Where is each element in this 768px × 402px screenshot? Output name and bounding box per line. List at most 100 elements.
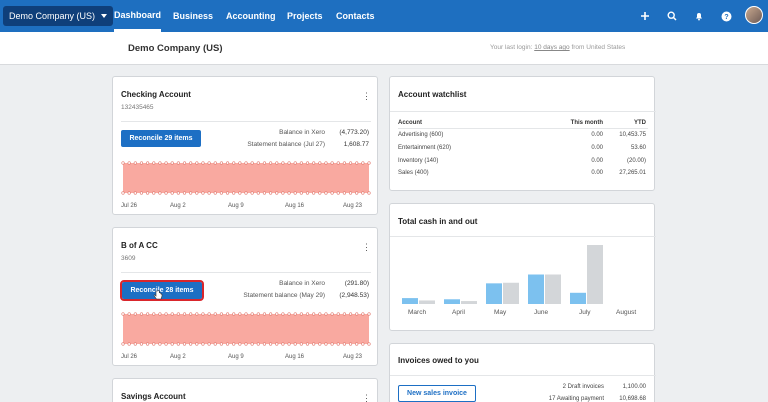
- more-options-icon[interactable]: ⋮: [362, 242, 371, 252]
- divider: [390, 111, 656, 112]
- search-icon[interactable]: [665, 9, 679, 23]
- chart-point: [158, 342, 162, 346]
- cash-out-bar[interactable]: [503, 282, 519, 304]
- help-icon[interactable]: ?: [719, 9, 733, 23]
- account-name[interactable]: Entertainment (620): [398, 145, 452, 151]
- card-title: Invoices owed to you: [398, 356, 479, 365]
- cash-in-bar[interactable]: [444, 299, 460, 304]
- chart-point: [250, 161, 254, 165]
- date-label: Aug 16: [285, 203, 305, 209]
- chart-point: [176, 161, 180, 165]
- chart-point: [225, 312, 230, 316]
- account-watchlist-card: Account watchlist Account This month YTD…: [389, 76, 656, 191]
- cash-in-bar[interactable]: [486, 283, 502, 304]
- reconcile-button[interactable]: Reconcile 29 items: [121, 130, 201, 147]
- cash-out-bar[interactable]: [587, 245, 603, 304]
- svg-text:?: ?: [724, 14, 728, 21]
- chart-point: [207, 191, 211, 195]
- tab-dashboard[interactable]: Dashboard: [114, 0, 162, 32]
- chart-point: [324, 161, 328, 165]
- cash-in-bar[interactable]: [402, 298, 418, 304]
- cash-in-bar[interactable]: [528, 274, 544, 305]
- chart-point: [195, 312, 199, 316]
- chart-point: [244, 312, 248, 316]
- chart-point: [201, 342, 205, 346]
- chart-point: [324, 342, 328, 346]
- chart-point: [361, 161, 365, 165]
- last-login-text: Your last login: 10 days ago from United…: [490, 44, 625, 51]
- invoice-status-label[interactable]: 17 Awaiting payment: [548, 396, 604, 402]
- chart-point: [195, 191, 199, 195]
- cash-out-bar[interactable]: [545, 274, 561, 305]
- chart-point: [176, 342, 180, 346]
- chart-point: [293, 161, 297, 165]
- chart-point: [342, 161, 346, 165]
- chart-point: [170, 312, 174, 316]
- cash-in-bar[interactable]: [570, 292, 586, 304]
- chart-point: [287, 161, 291, 165]
- chart-point: [281, 342, 285, 346]
- chart-point: [355, 191, 359, 195]
- date-label: Jul 26: [121, 203, 138, 209]
- tab-accounting[interactable]: Accounting: [226, 11, 276, 21]
- chart-point: [275, 191, 279, 195]
- chart-point: [256, 161, 260, 165]
- chart-point: [318, 191, 322, 195]
- card-title: Checking Account: [121, 90, 191, 99]
- chart-point: [127, 161, 131, 165]
- chart-point: [213, 191, 217, 195]
- tab-contacts[interactable]: Contacts: [336, 11, 375, 21]
- reconcile-button[interactable]: Reconcile 28 items: [120, 280, 204, 301]
- chart-point: [336, 161, 340, 165]
- chart-point: [152, 312, 156, 316]
- chart-point: [127, 191, 131, 195]
- chart-point: [238, 161, 242, 165]
- account-name[interactable]: Advertising (600): [398, 132, 444, 138]
- chart-point: [299, 342, 303, 346]
- statement-balance-value: (2,948.53): [339, 292, 369, 299]
- plus-icon[interactable]: [638, 9, 652, 23]
- tab-projects[interactable]: Projects: [287, 11, 323, 21]
- chart-point: [232, 342, 236, 346]
- more-options-icon[interactable]: ⋮: [362, 393, 371, 402]
- chart-point: [146, 312, 150, 316]
- bell-icon[interactable]: [692, 9, 706, 23]
- divider: [398, 128, 648, 129]
- bofa-card: B of A CC 3609 ⋮ Reconcile 28 items Bala…: [112, 227, 378, 366]
- chart-point: [269, 191, 273, 195]
- chart-point: [336, 312, 340, 316]
- this-month-value: 0.00: [591, 158, 603, 164]
- new-sales-invoice-button[interactable]: New sales invoice: [398, 385, 476, 402]
- chart-point: [305, 191, 310, 195]
- invoice-status-label[interactable]: 2 Draft invoices: [562, 384, 604, 390]
- user-avatar[interactable]: [745, 6, 763, 24]
- chart-point: [201, 191, 205, 195]
- more-options-icon[interactable]: ⋮: [362, 91, 371, 101]
- chart-point: [262, 161, 267, 165]
- date-label: Aug 9: [228, 203, 244, 209]
- chart-point: [275, 312, 279, 316]
- chart-point: [262, 191, 267, 195]
- divider: [390, 375, 656, 376]
- org-switcher[interactable]: Demo Company (US): [3, 6, 114, 26]
- date-label: Aug 9: [228, 354, 244, 360]
- chart-point: [158, 312, 162, 316]
- date-label: Jul 26: [121, 354, 138, 360]
- chart-point: [139, 191, 144, 195]
- tab-business[interactable]: Business: [173, 11, 214, 21]
- cash-out-bar[interactable]: [419, 300, 435, 304]
- account-name[interactable]: Sales (400): [398, 170, 429, 176]
- this-month-value: 0.00: [591, 170, 603, 176]
- cash-out-bar[interactable]: [461, 301, 477, 304]
- chart-point: [219, 312, 223, 316]
- chart-point: [121, 342, 125, 346]
- login-link[interactable]: 10 days ago: [534, 44, 570, 51]
- date-label: Aug 2: [170, 203, 186, 209]
- chart-point: [133, 342, 137, 346]
- chart-point: [121, 312, 125, 316]
- chart-point: [367, 342, 371, 346]
- chart-point: [139, 161, 144, 165]
- account-name[interactable]: Inventory (140): [398, 158, 439, 164]
- chart-point: [127, 342, 131, 346]
- chart-point: [281, 161, 285, 165]
